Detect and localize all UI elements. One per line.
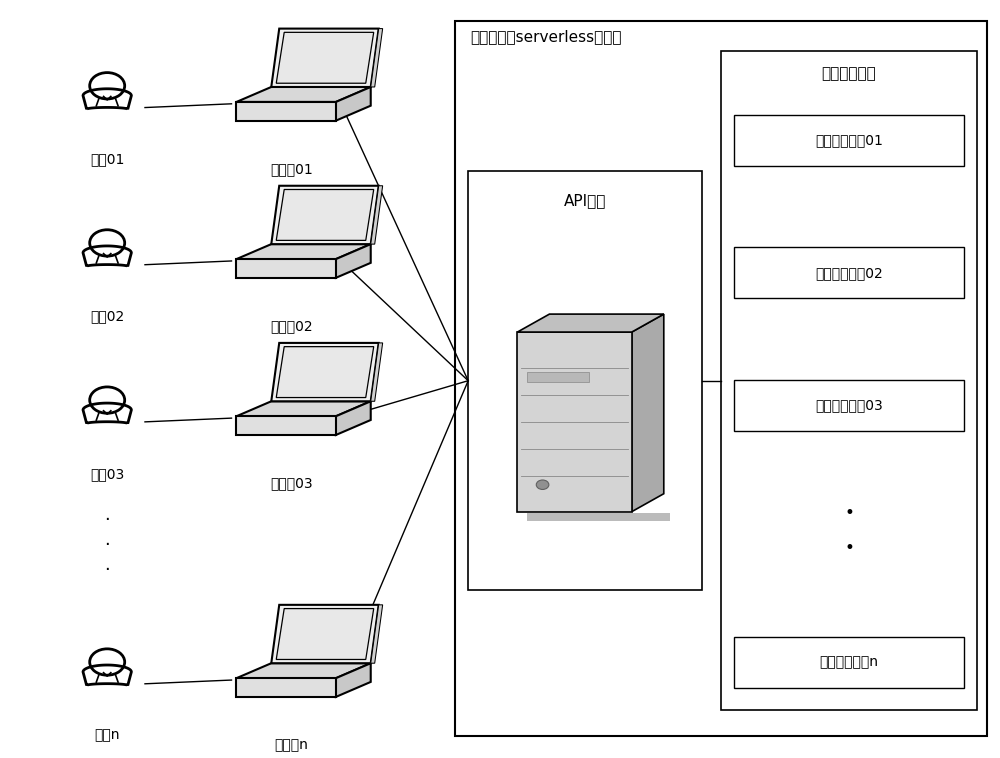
Polygon shape <box>632 314 664 512</box>
Polygon shape <box>276 609 374 659</box>
Polygon shape <box>527 513 670 521</box>
FancyBboxPatch shape <box>734 380 964 431</box>
Polygon shape <box>336 87 371 121</box>
Polygon shape <box>336 244 371 277</box>
FancyBboxPatch shape <box>734 115 964 166</box>
Polygon shape <box>236 244 371 259</box>
Text: 无服务器函数: 无服务器函数 <box>822 67 876 81</box>
Polygon shape <box>371 186 383 244</box>
Polygon shape <box>236 259 336 277</box>
Polygon shape <box>276 190 374 240</box>
Polygon shape <box>517 332 632 512</box>
Text: 无服务器函戁n: 无服务器函戁n <box>820 655 879 669</box>
Text: 用户n: 用户n <box>94 728 120 743</box>
Polygon shape <box>236 87 371 102</box>
Polygon shape <box>236 102 336 121</box>
Text: ·
·
·: · · · <box>104 512 110 579</box>
Polygon shape <box>271 343 379 401</box>
Text: 用户01: 用户01 <box>90 152 124 167</box>
Text: 无服务器函戁01: 无服务器函戁01 <box>815 133 883 148</box>
FancyBboxPatch shape <box>527 371 589 382</box>
Polygon shape <box>236 416 336 435</box>
Polygon shape <box>336 663 371 697</box>
Circle shape <box>536 480 549 490</box>
Text: 无服务器函戁02: 无服务器函戁02 <box>815 266 883 280</box>
FancyBboxPatch shape <box>721 52 977 710</box>
Polygon shape <box>371 605 383 663</box>
Polygon shape <box>517 314 664 332</box>
Text: 客户爄01: 客户爄01 <box>270 162 313 176</box>
Polygon shape <box>276 33 374 83</box>
FancyBboxPatch shape <box>734 637 964 688</box>
Polygon shape <box>371 29 383 87</box>
FancyBboxPatch shape <box>468 171 702 590</box>
Text: 客户爄03: 客户爄03 <box>270 477 312 490</box>
Polygon shape <box>371 343 383 401</box>
Polygon shape <box>271 186 379 244</box>
Text: 用户03: 用户03 <box>90 467 124 481</box>
Polygon shape <box>276 346 374 397</box>
Text: 客户爄02: 客户爄02 <box>270 319 312 334</box>
Polygon shape <box>236 401 371 416</box>
Polygon shape <box>236 678 336 697</box>
Text: •
•: • • <box>844 504 854 557</box>
Polygon shape <box>336 401 371 435</box>
Text: 无服务器（serverless）架构: 无服务器（serverless）架构 <box>470 29 622 44</box>
Polygon shape <box>271 605 379 663</box>
Text: API网关: API网关 <box>564 193 606 208</box>
FancyBboxPatch shape <box>455 21 987 736</box>
Polygon shape <box>271 29 379 87</box>
Polygon shape <box>236 663 371 678</box>
Text: 客户爄n: 客户爄n <box>274 738 308 753</box>
Text: 用户02: 用户02 <box>90 309 124 324</box>
Text: 无服务器函戁03: 无服务器函戁03 <box>815 399 883 412</box>
FancyBboxPatch shape <box>734 248 964 299</box>
